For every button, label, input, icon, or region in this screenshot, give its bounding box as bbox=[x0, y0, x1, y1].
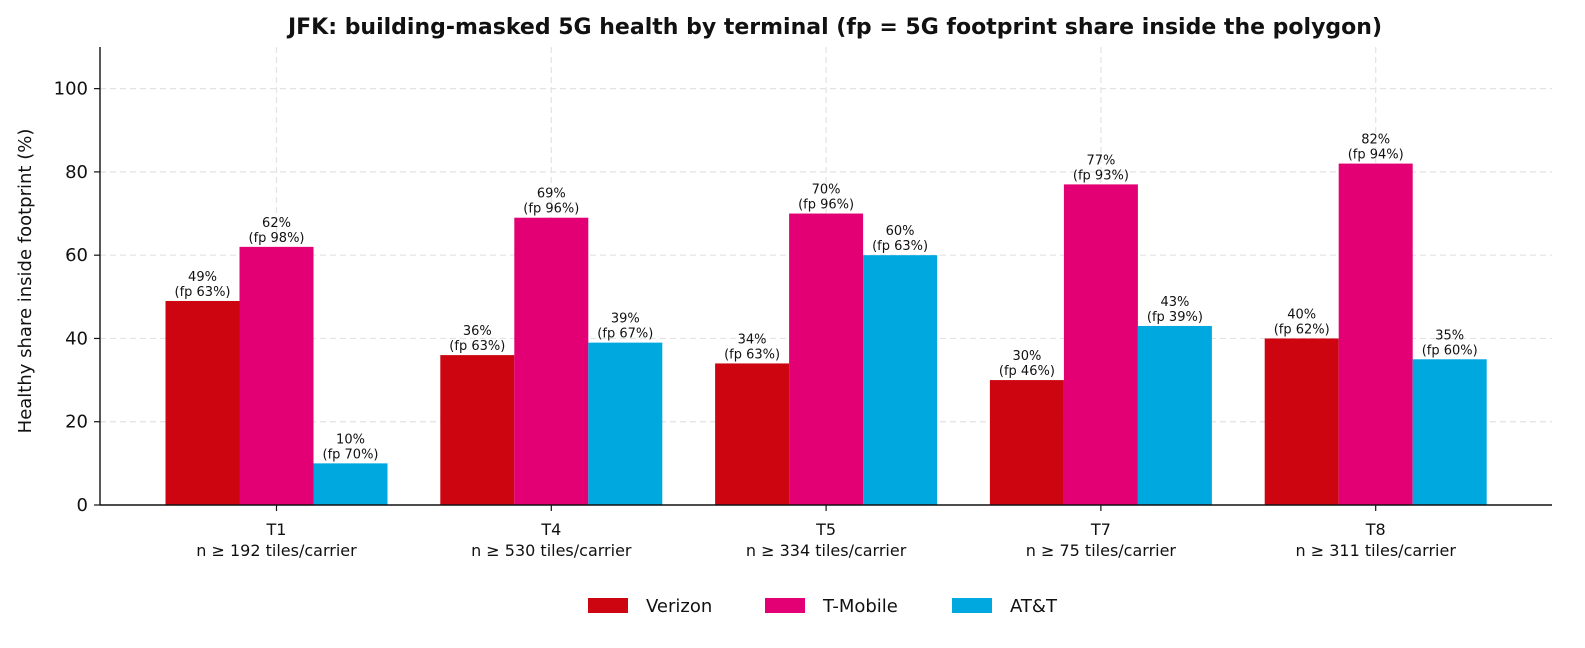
legend-swatch-verizon bbox=[588, 598, 628, 613]
x-tick-sublabel: n ≥ 311 tiles/carrier bbox=[1295, 541, 1456, 560]
bar-verizon-t4 bbox=[440, 355, 515, 505]
data-label-footprint: (fp 96%) bbox=[523, 202, 579, 217]
data-label-footprint: (fp 70%) bbox=[323, 447, 379, 462]
data-label-footprint: (fp 94%) bbox=[1348, 148, 1404, 163]
data-label-footprint: (fp 63%) bbox=[449, 339, 505, 354]
bar-verizon-t1 bbox=[165, 300, 240, 505]
legend-swatch-t-mobile bbox=[765, 598, 805, 613]
data-label-value: 34% bbox=[738, 332, 767, 347]
x-tick-label: T8 bbox=[1365, 520, 1386, 539]
data-label-footprint: (fp 62%) bbox=[1274, 322, 1330, 337]
bar-verizon-t7 bbox=[989, 380, 1064, 505]
bar-t-mobile-t1 bbox=[239, 246, 314, 505]
bar-at-t-t7 bbox=[1137, 325, 1212, 505]
x-tick-label: T4 bbox=[540, 520, 561, 539]
x-tick-sublabel: n ≥ 334 tiles/carrier bbox=[746, 541, 907, 560]
bar-at-t-t1 bbox=[313, 463, 388, 505]
data-label-value: 10% bbox=[336, 432, 365, 447]
x-tick-sublabel: n ≥ 192 tiles/carrier bbox=[196, 541, 357, 560]
x-tick-sublabel: n ≥ 75 tiles/carrier bbox=[1026, 541, 1177, 560]
data-label-footprint: (fp 63%) bbox=[724, 347, 780, 362]
x-tick-label: T1 bbox=[266, 520, 287, 539]
data-label-footprint: (fp 63%) bbox=[872, 239, 928, 254]
bar-verizon-t8 bbox=[1264, 338, 1339, 505]
bar-t-mobile-t4 bbox=[514, 217, 589, 505]
data-label-value: 39% bbox=[611, 312, 640, 327]
data-label-value: 62% bbox=[262, 216, 291, 231]
y-tick-label: 100 bbox=[54, 79, 88, 100]
data-label-footprint: (fp 96%) bbox=[798, 198, 854, 213]
data-label-value: 40% bbox=[1287, 307, 1316, 322]
legend-swatch-at-t bbox=[952, 598, 992, 613]
data-labels-layer: 49%(fp 63%)36%(fp 63%) 34%(fp 63%) 30%(fp … bbox=[175, 133, 1478, 463]
data-label-value: 70% bbox=[812, 183, 841, 198]
bar-t-mobile-t7 bbox=[1063, 184, 1138, 505]
data-label-value: 49% bbox=[188, 270, 217, 285]
y-tick-label: 0 bbox=[77, 495, 88, 516]
data-label-value: 77% bbox=[1086, 153, 1115, 168]
bar-at-t-t8 bbox=[1412, 359, 1487, 505]
data-label-footprint: (fp 98%) bbox=[249, 231, 305, 246]
legend-label: T-Mobile bbox=[822, 596, 898, 617]
data-label-footprint: (fp 93%) bbox=[1073, 168, 1129, 183]
data-label-footprint: (fp 39%) bbox=[1147, 310, 1203, 325]
chart-title: JFK: building-masked 5G health by termin… bbox=[286, 15, 1382, 40]
data-label-value: 60% bbox=[886, 224, 915, 239]
legend: Verizon T-Mobile AT&T bbox=[588, 596, 1058, 617]
y-tick-label: 40 bbox=[65, 328, 88, 349]
y-tick-label: 20 bbox=[65, 412, 88, 433]
y-axis-label: Healthy share inside footprint (%) bbox=[15, 129, 36, 434]
legend-label: AT&T bbox=[1010, 596, 1058, 617]
data-label-value: 82% bbox=[1361, 133, 1390, 148]
legend-label: Verizon bbox=[646, 596, 712, 617]
y-tick-label: 80 bbox=[65, 162, 88, 183]
data-label-footprint: (fp 67%) bbox=[597, 327, 653, 342]
data-label-footprint: (fp 46%) bbox=[999, 364, 1055, 379]
data-label-value: 43% bbox=[1160, 295, 1189, 310]
data-label-value: 69% bbox=[537, 187, 566, 202]
data-label-footprint: (fp 60%) bbox=[1422, 343, 1478, 358]
data-label-value: 30% bbox=[1012, 349, 1041, 364]
bar-at-t-t5 bbox=[863, 255, 938, 505]
x-tick-label: T7 bbox=[1090, 520, 1111, 539]
bar-verizon-t5 bbox=[715, 363, 790, 505]
y-tick-label: 60 bbox=[65, 245, 88, 266]
bar-t-mobile-t8 bbox=[1338, 163, 1413, 505]
x-tick-label: T5 bbox=[815, 520, 836, 539]
data-label-footprint: (fp 63%) bbox=[175, 285, 231, 300]
bar-t-mobile-t5 bbox=[789, 213, 864, 505]
bar-at-t-t4 bbox=[588, 342, 663, 505]
data-label-value: 35% bbox=[1435, 328, 1464, 343]
bars-layer bbox=[165, 163, 1487, 505]
data-label-value: 36% bbox=[463, 324, 492, 339]
x-tick-sublabel: n ≥ 530 tiles/carrier bbox=[471, 541, 632, 560]
axes-layer: 0 20 40 60 80 100 T1 n ≥ 192 tiles/carrier T4 n ≥… bbox=[54, 47, 1552, 560]
